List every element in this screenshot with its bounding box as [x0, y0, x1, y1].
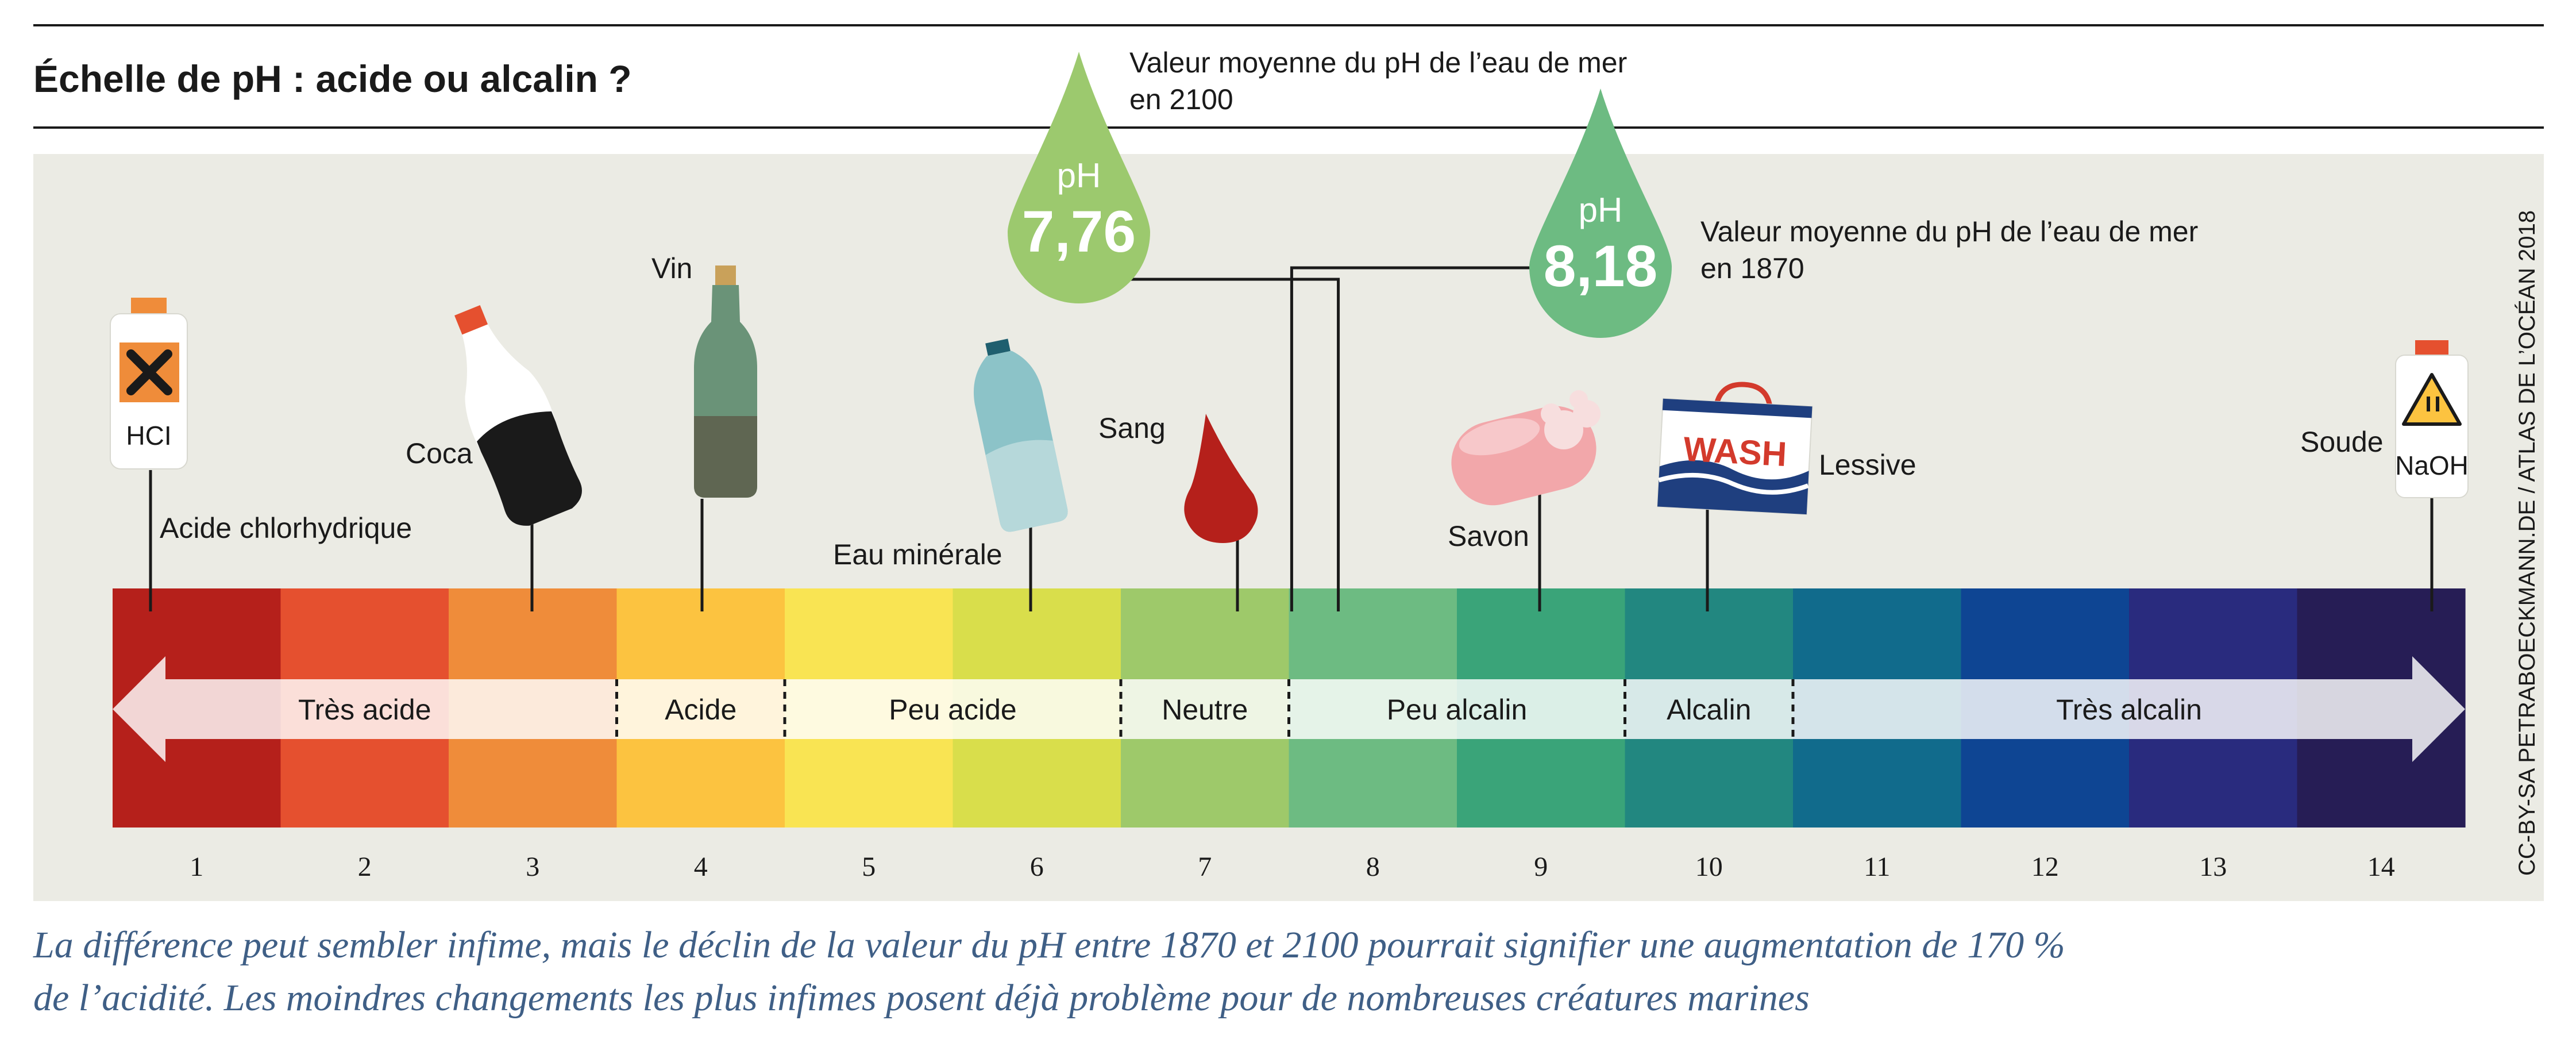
band-label: Très alcalin [2056, 694, 2202, 726]
wash-tag: WASH [1683, 430, 1788, 474]
sang-label: Sang [1098, 412, 1166, 444]
drop-2100 [1008, 52, 1150, 303]
drop-2100-prefix: pH [1057, 156, 1101, 195]
ph-number: 13 [2199, 852, 2227, 882]
drop-1870-caption-line2: en 1870 [1700, 252, 1804, 284]
connector-drop-1870 [1290, 266, 1532, 611]
drop-1870-prefix: pH [1579, 191, 1623, 229]
connector-lines [149, 266, 2434, 611]
coca-bottle-icon [454, 305, 582, 526]
band-label: Peu alcalin [1387, 694, 1528, 726]
band-label: Neutre [1162, 694, 1248, 726]
corrosive-icon [2402, 373, 2462, 426]
band-labels: Très acide Acide Peu acide Neutre Peu alcali… [298, 694, 2202, 726]
ph-number: 1 [190, 852, 203, 882]
laundry-box-icon [1656, 382, 1813, 515]
ph-number: 6 [1030, 852, 1044, 882]
ph-number: 4 [694, 852, 708, 882]
hcl-label: Acide chlorhydrique [160, 512, 412, 544]
ph-number: 3 [526, 852, 539, 882]
drop-2100-caption-line1: Valeur moyenne du pH de l’eau de mer [1129, 47, 1627, 79]
ph-numbers: 1 2 3 4 5 6 7 8 9 10 11 12 13 14 [190, 852, 2395, 882]
blood-drop-icon [1184, 414, 1258, 543]
ph-number: 10 [1695, 852, 1723, 882]
lessive-label: Lessive [1819, 449, 1916, 481]
wine-bottle-icon [694, 265, 757, 498]
caption-line1: La différence peut sembler infime, mais … [33, 924, 2065, 966]
savon-label: Savon [1448, 520, 1529, 552]
naoh-tag: NaOH [2395, 451, 2469, 480]
water-bottle-icon [973, 338, 1068, 532]
ph-number: 11 [1864, 852, 1890, 882]
ph-number: 2 [358, 852, 372, 882]
drop-2100-value: 7,76 [1022, 199, 1136, 264]
ph-number: 5 [862, 852, 876, 882]
credit-text: CC-BY-SA PETRABOECKMANN.DE / ATLAS DE L’… [2514, 210, 2540, 876]
coca-label: Coca [406, 437, 473, 469]
band-label: Très acide [298, 694, 431, 726]
soap-icon [1451, 390, 1601, 506]
drop-1870 [1529, 88, 1672, 338]
drop-1870-caption-line1: Valeur moyenne du pH de l’eau de mer [1700, 215, 2198, 248]
hcl-bottle-icon [110, 298, 188, 469]
naoh-bottle-icon [2395, 340, 2469, 498]
band-label: Acide [665, 694, 736, 726]
ph-number: 8 [1366, 852, 1380, 882]
ph-number: 9 [1534, 852, 1548, 882]
band-label: Peu acide [889, 694, 1016, 726]
drop-2100-caption-line2: en 2100 [1129, 83, 1233, 116]
ph-number: 14 [2367, 852, 2395, 882]
ph-number: 7 [1198, 852, 1212, 882]
drop-1870-value: 8,18 [1544, 233, 1658, 299]
vin-label: Vin [651, 252, 692, 284]
soude-label: Soude [2300, 426, 2384, 458]
ph-number: 12 [2031, 852, 2059, 882]
band-label: Alcalin [1667, 694, 1751, 726]
connector-drop-2100 [1131, 278, 1340, 611]
band-dividers [615, 679, 1795, 739]
eau-label: Eau minérale [833, 538, 1002, 571]
hcl-tag: HCI [126, 421, 171, 451]
figure-title: Échelle de pH : acide ou alcalin ? [33, 57, 632, 100]
caption-line2: de l’acidité. Les moindres changements l… [33, 977, 1810, 1019]
